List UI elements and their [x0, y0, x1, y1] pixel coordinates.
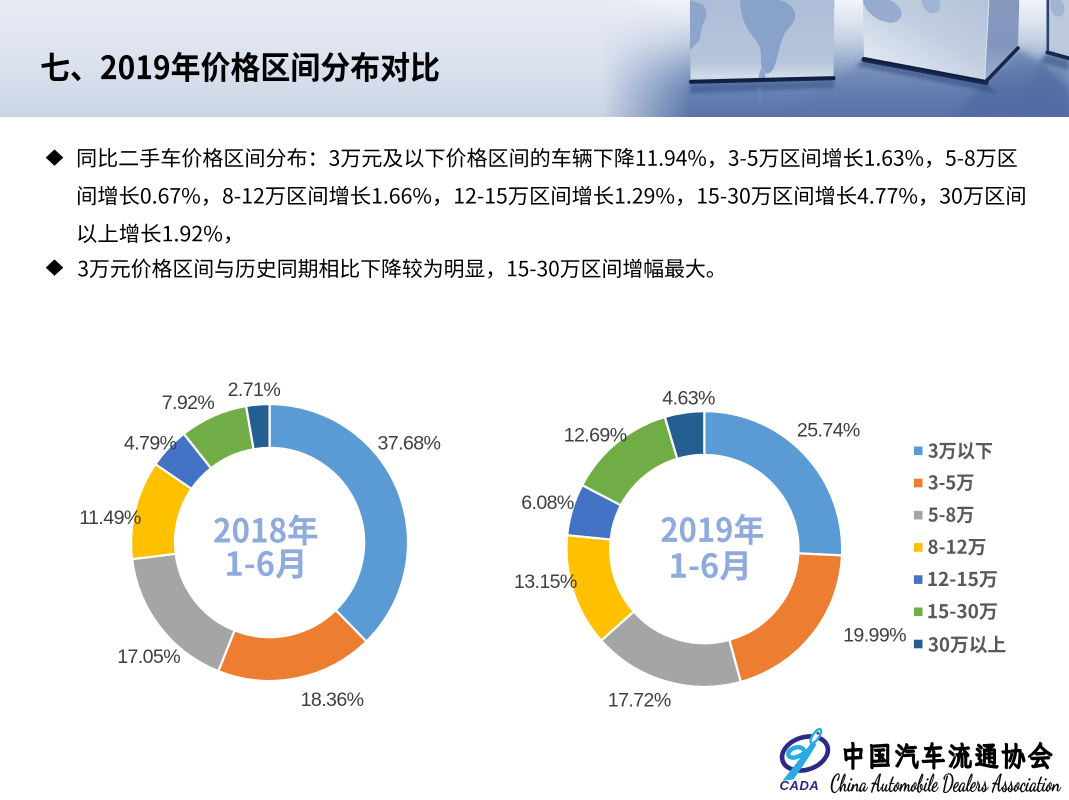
svg-text:11.49%: 11.49% [79, 507, 141, 529]
svg-text:6.08%: 6.08% [521, 492, 574, 514]
svg-text:25.74%: 25.74% [797, 420, 860, 442]
svg-text:18.36%: 18.36% [301, 689, 364, 711]
svg-text:4.79%: 4.79% [124, 433, 177, 455]
svg-text:CADA: CADA [780, 778, 820, 793]
svg-text:13.15%: 13.15% [514, 571, 577, 593]
svg-text:2.71%: 2.71% [228, 379, 281, 401]
svg-text:19.99%: 19.99% [843, 625, 906, 647]
svg-text:7.92%: 7.92% [162, 392, 215, 414]
svg-text:37.68%: 37.68% [378, 433, 441, 455]
svg-text:4.63%: 4.63% [662, 388, 715, 410]
svg-text:17.72%: 17.72% [608, 689, 671, 711]
svg-text:17.05%: 17.05% [117, 646, 180, 668]
svg-text:12.69%: 12.69% [564, 424, 627, 446]
